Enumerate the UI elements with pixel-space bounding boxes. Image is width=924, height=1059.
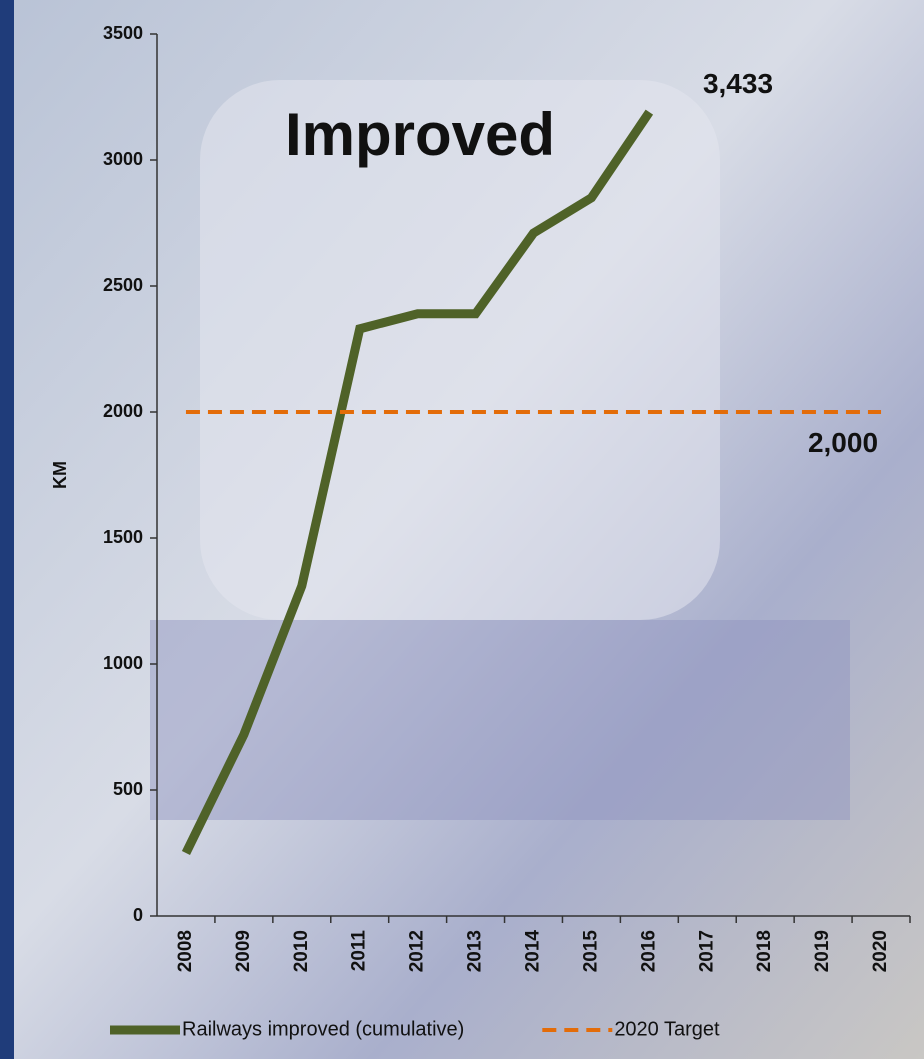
y-tick-label: 0 [133, 905, 143, 925]
legend-label: Railways improved (cumulative) [182, 1018, 464, 1040]
annotation: 2,000 [808, 427, 878, 458]
chart: Improved 3,433 2,000 KM 0 500 1000 1500 2000… [0, 0, 924, 1059]
x-tick-label: 2016 [638, 930, 659, 972]
annotation: 3,433 [703, 68, 773, 99]
train-base [150, 620, 850, 820]
x-tick-label: 2017 [696, 930, 717, 972]
y-axis-label: KM [50, 461, 70, 489]
y-tick-label: 1500 [103, 527, 143, 547]
x-tick-label: 2008 [175, 930, 196, 972]
y-tick-label: 3000 [103, 149, 143, 169]
x-tick-label: 2010 [291, 930, 312, 972]
x-tick-label: 2019 [812, 930, 833, 972]
x-tick-label: 2011 [349, 930, 370, 972]
frame-edge [0, 0, 14, 1059]
x-tick-label: 2014 [523, 930, 544, 973]
x-tick-label: 2012 [407, 930, 428, 972]
page: {"chart_data": {"type": "line", "annotat… [0, 0, 924, 1059]
y-tick-label: 2500 [103, 275, 143, 295]
y-tick-label: 1000 [103, 653, 143, 673]
y-tick-label: 500 [113, 779, 143, 799]
x-tick-label: 2018 [754, 930, 775, 972]
legend-label: 2020 Target [614, 1018, 720, 1040]
x-tick-label: 2015 [580, 930, 601, 973]
x-tick-label: 2009 [233, 930, 254, 972]
y-tick-label: 2000 [103, 401, 143, 421]
x-tick-label: 2020 [870, 930, 891, 972]
annotation: Improved [285, 101, 555, 168]
x-tick-label: 2013 [465, 930, 486, 972]
y-tick-label: 3500 [103, 23, 143, 43]
